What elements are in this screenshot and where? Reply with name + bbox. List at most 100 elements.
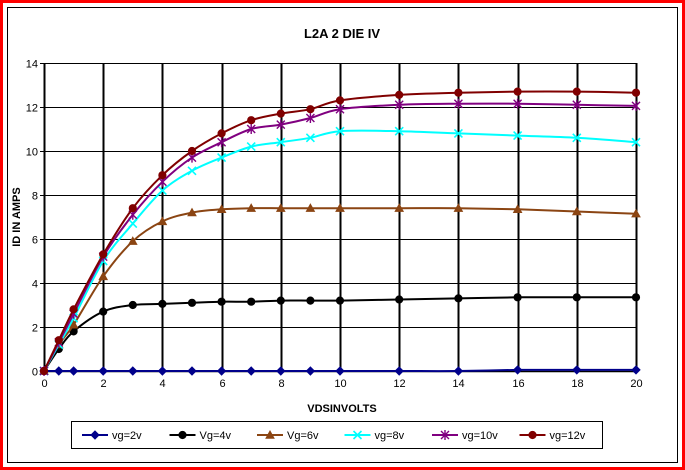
legend-marker — [352, 430, 363, 440]
y-tick-label: 8 — [32, 191, 38, 203]
data-point — [246, 142, 256, 152]
data-point — [335, 203, 345, 212]
data-point — [217, 153, 227, 163]
data-point — [512, 204, 523, 213]
legend-box — [71, 421, 603, 449]
data-point — [513, 131, 523, 141]
x-tick-label: 6 — [219, 378, 225, 390]
data-point — [306, 296, 315, 305]
legend-item: Vg=6v — [257, 429, 319, 442]
data-point — [68, 319, 79, 329]
chart-title: L2A 2 DIE IV — [304, 26, 380, 41]
data-point — [631, 293, 641, 302]
data-point — [54, 336, 63, 345]
legend-label: vg=8v — [375, 430, 405, 442]
data-point — [99, 307, 108, 316]
x-tick-label: 0 — [41, 378, 47, 390]
y-axis-title: ID IN AMPS — [11, 187, 23, 247]
data-point — [305, 133, 315, 143]
data-point — [276, 137, 286, 147]
data-point — [187, 366, 197, 376]
data-point — [128, 204, 137, 213]
data-point — [395, 295, 404, 304]
data-point — [453, 98, 463, 109]
x-tick-label: 2 — [100, 378, 106, 390]
legend-label: Vg=4v — [200, 430, 232, 442]
data-point — [217, 297, 226, 306]
series-3 — [39, 126, 641, 376]
data-point — [394, 366, 404, 376]
data-point — [305, 366, 316, 376]
series-4 — [39, 98, 641, 376]
data-point — [335, 366, 345, 376]
data-point — [39, 366, 49, 376]
data-point — [99, 250, 108, 259]
data-point — [572, 133, 582, 143]
data-point — [512, 365, 523, 375]
data-point — [453, 366, 464, 376]
legend-marker — [528, 430, 537, 440]
y-tick-label: 14 — [26, 59, 38, 71]
legend-marker — [265, 429, 275, 439]
data-point — [246, 124, 256, 134]
data-point — [128, 366, 138, 376]
data-point — [157, 216, 168, 226]
legend-marker — [178, 430, 187, 440]
data-point — [395, 90, 404, 100]
data-point — [276, 296, 285, 305]
data-point — [394, 99, 404, 110]
data-point — [246, 203, 257, 212]
data-point — [187, 146, 197, 156]
legend-label: vg=2v — [112, 430, 142, 442]
x-axis-title: VDSINVOLTS — [307, 403, 376, 415]
y-tick-label: 6 — [32, 235, 38, 247]
series-5 — [39, 87, 641, 376]
data-point — [158, 299, 167, 308]
data-point — [217, 137, 227, 148]
data-point — [275, 203, 286, 212]
data-point — [157, 186, 167, 196]
x-tick-label: 8 — [278, 378, 284, 390]
legend-label: vg=12v — [550, 430, 586, 442]
legend-item: vg=12v — [519, 430, 586, 442]
series-layer — [39, 87, 641, 376]
legend-item: vg=8v — [344, 430, 405, 442]
data-point — [157, 366, 168, 376]
legend-item: Vg=4v — [169, 430, 232, 442]
data-point — [127, 236, 138, 245]
legend-marker — [90, 430, 100, 440]
data-point — [453, 128, 463, 138]
x-tick-label: 4 — [159, 378, 165, 390]
data-point — [187, 298, 197, 307]
y-tick-label: 4 — [32, 279, 38, 291]
data-point — [54, 366, 64, 376]
y-tick-label: 10 — [26, 147, 38, 159]
x-tick-label: 18 — [571, 378, 583, 390]
x-tick-label: 16 — [512, 378, 524, 390]
data-point — [187, 207, 197, 217]
x-tick-label: 10 — [334, 378, 346, 390]
data-point — [454, 88, 463, 97]
data-point — [631, 100, 641, 111]
x-tick-label: 20 — [630, 378, 642, 390]
series-2 — [39, 203, 641, 375]
data-point — [513, 293, 522, 302]
legend-label: vg=10v — [462, 430, 498, 442]
data-point — [453, 203, 464, 212]
data-point — [98, 271, 109, 281]
data-point — [69, 305, 78, 314]
data-point — [631, 137, 641, 147]
data-point — [216, 204, 227, 213]
data-point — [335, 296, 345, 305]
data-point — [98, 366, 108, 376]
data-point — [572, 87, 581, 96]
data-point — [158, 171, 167, 180]
legend-label: Vg=6v — [287, 430, 319, 442]
data-point — [454, 294, 463, 303]
series-1 — [39, 293, 641, 376]
legend: vg=2v Vg=4v Vg=6v vg=8v vg=10v vg=12v — [71, 421, 603, 449]
data-point — [513, 98, 523, 109]
y-tick-label: 12 — [26, 103, 38, 115]
data-point — [335, 96, 345, 105]
legend-item: vg=2v — [82, 430, 142, 442]
